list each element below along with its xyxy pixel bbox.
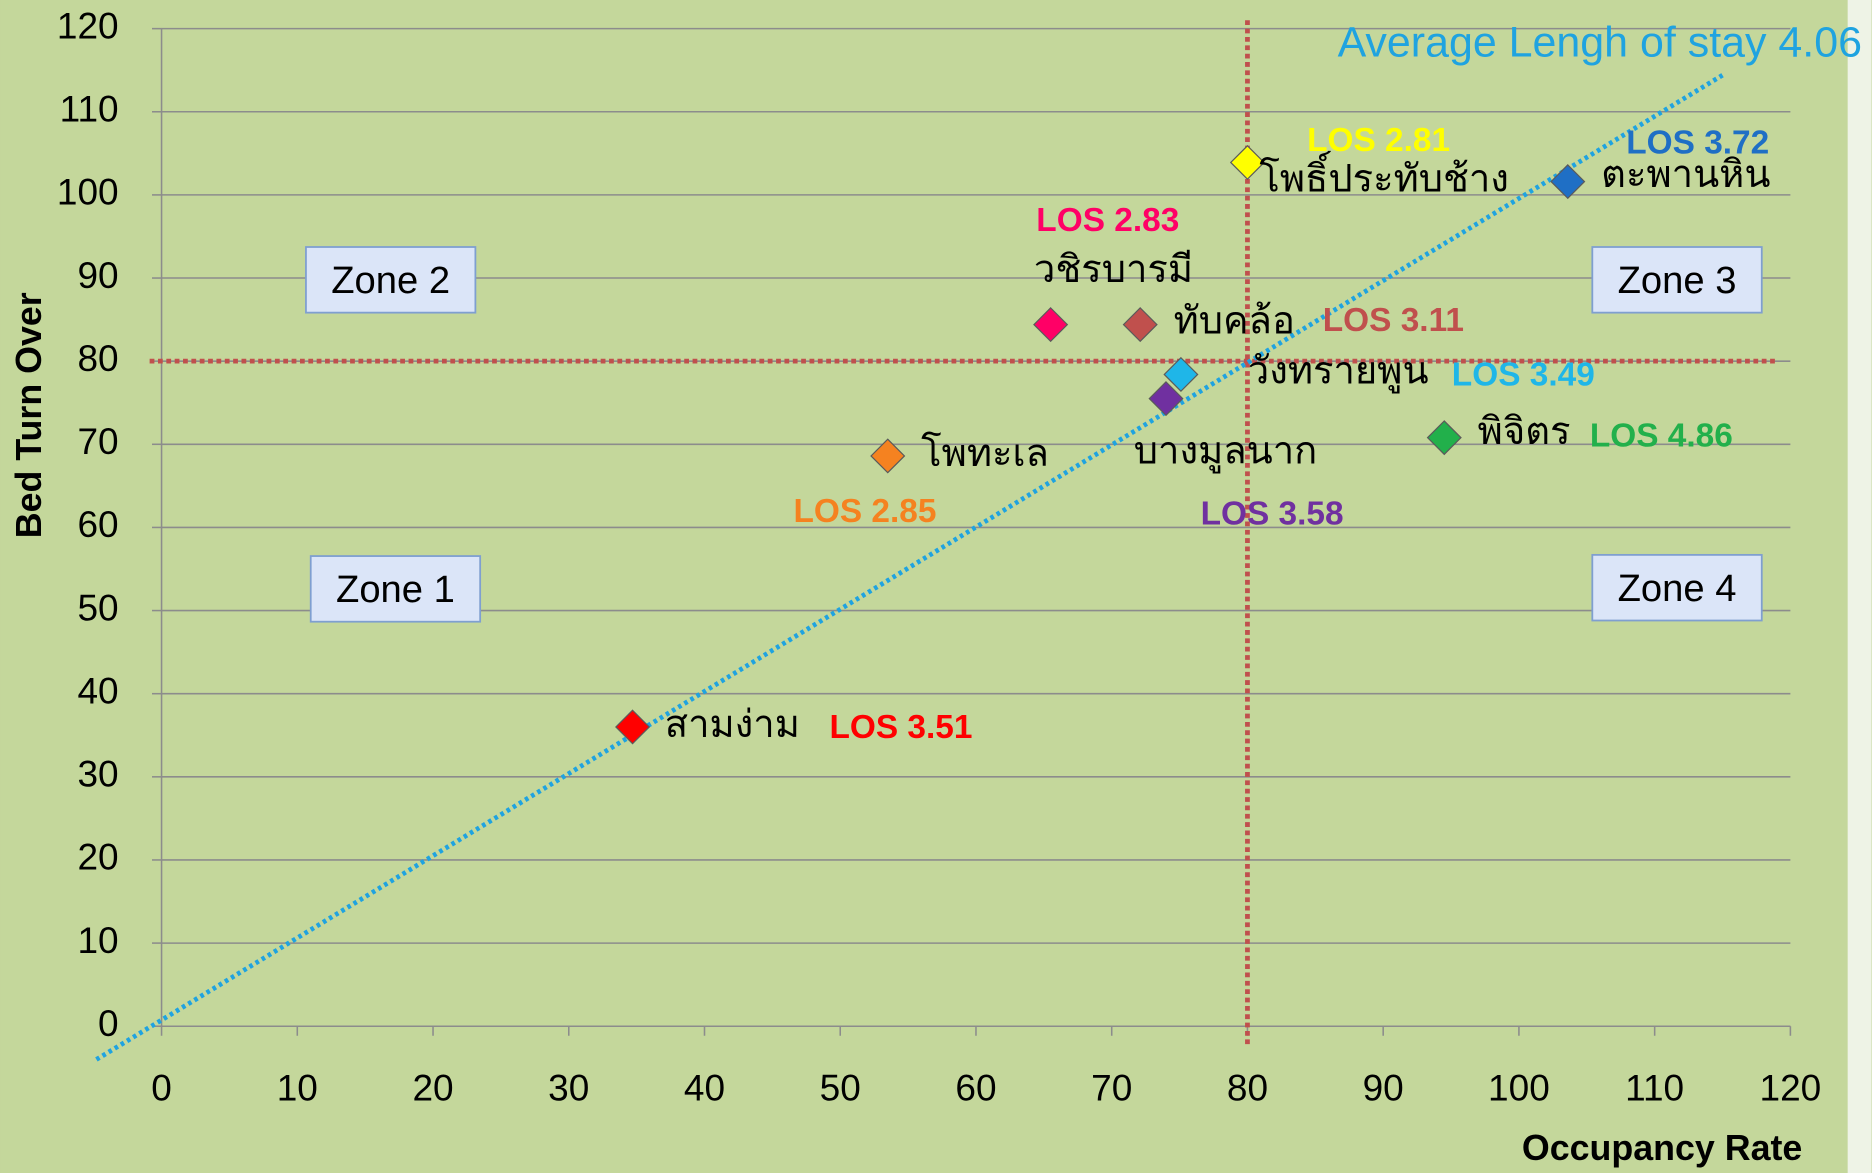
x-tick-label: 50 <box>820 1067 861 1108</box>
point-marker <box>1426 420 1462 456</box>
y-tick-label: 70 <box>77 421 118 462</box>
y-tick-label: 30 <box>77 754 118 795</box>
point-name: บางมูลนาก <box>1134 430 1318 474</box>
point-marker <box>1033 307 1069 343</box>
x-tick-label: 20 <box>412 1067 453 1108</box>
point-marker <box>1148 381 1184 417</box>
x-tick-label: 30 <box>548 1067 589 1108</box>
point-name: พิจิตร <box>1478 410 1571 453</box>
point-los-label: LOS 2.81 <box>1307 122 1450 159</box>
x-tick-label: 0 <box>151 1067 172 1108</box>
point-name: โพธิ์ประทับช้าง <box>1259 151 1509 201</box>
point-los-label: LOS 3.51 <box>829 709 972 746</box>
point-los-label: LOS 2.85 <box>793 493 936 530</box>
y-tick-label: 0 <box>98 1003 119 1044</box>
point-los-label: LOS 3.72 <box>1626 124 1769 161</box>
point-name: วชิรบารมี <box>1034 248 1193 291</box>
point-los-label: LOS 3.11 <box>1323 302 1464 339</box>
x-tick-label: 40 <box>684 1067 725 1108</box>
y-tick-label: 100 <box>57 172 119 213</box>
point-marker <box>1229 144 1265 181</box>
point-name: สามง่าม <box>665 703 800 746</box>
point-name: ตะพานหิน <box>1601 153 1770 196</box>
point-marker <box>1550 164 1586 200</box>
trendline-label: Average Lengh of stay 4.06 <box>1338 19 1862 67</box>
point-name: วังทรายพูน <box>1248 349 1429 393</box>
point-marker <box>615 709 651 745</box>
point-los-label: LOS 3.58 <box>1201 495 1344 532</box>
x-tick-label: 70 <box>1091 1067 1132 1108</box>
point-los-label: LOS 3.49 <box>1452 357 1595 394</box>
y-tick-label: 20 <box>77 837 118 878</box>
zone-box <box>309 555 482 623</box>
point-los-label: LOS 4.86 <box>1590 417 1733 454</box>
x-tick-label: 10 <box>277 1067 318 1108</box>
y-tick-label: 60 <box>77 504 118 545</box>
x-tick-label: 80 <box>1227 1067 1268 1108</box>
y-tick-label: 110 <box>60 89 119 130</box>
point-marker <box>870 438 906 474</box>
y-tick-label: 80 <box>77 338 118 379</box>
y-tick-label: 10 <box>77 920 118 961</box>
point-marker <box>1163 356 1199 393</box>
point-los-label: LOS 2.83 <box>1036 202 1179 239</box>
zone-box <box>305 246 477 314</box>
point-marker <box>1122 307 1158 343</box>
point-name: โพทะเล <box>921 431 1049 475</box>
x-axis-title: Occupancy Rate <box>1522 1128 1802 1168</box>
trendline <box>95 73 1724 1062</box>
y-tick-label: 120 <box>57 5 119 46</box>
x-tick-label: 120 <box>1760 1067 1822 1108</box>
x-tick-label: 110 <box>1625 1067 1684 1108</box>
point-name: ทับคล้อ <box>1174 299 1295 342</box>
y-tick-label: 50 <box>77 587 118 628</box>
zone-label: Zone 1 <box>336 568 455 611</box>
y-tick-label: 40 <box>77 670 118 711</box>
zone-label: Zone 3 <box>1618 259 1737 302</box>
y-axis-title: Bed Turn Over <box>9 292 49 538</box>
y-tick-label: 90 <box>77 255 118 296</box>
zone-label: Zone 4 <box>1618 567 1737 610</box>
x-tick-label: 100 <box>1488 1067 1550 1108</box>
zone-label: Zone 2 <box>331 259 450 302</box>
zone-box <box>1591 553 1763 622</box>
x-tick-label: 90 <box>1363 1067 1404 1108</box>
edge-strip <box>1847 0 1872 1173</box>
x-tick-label: 60 <box>955 1067 996 1108</box>
zone-box <box>1591 246 1763 314</box>
